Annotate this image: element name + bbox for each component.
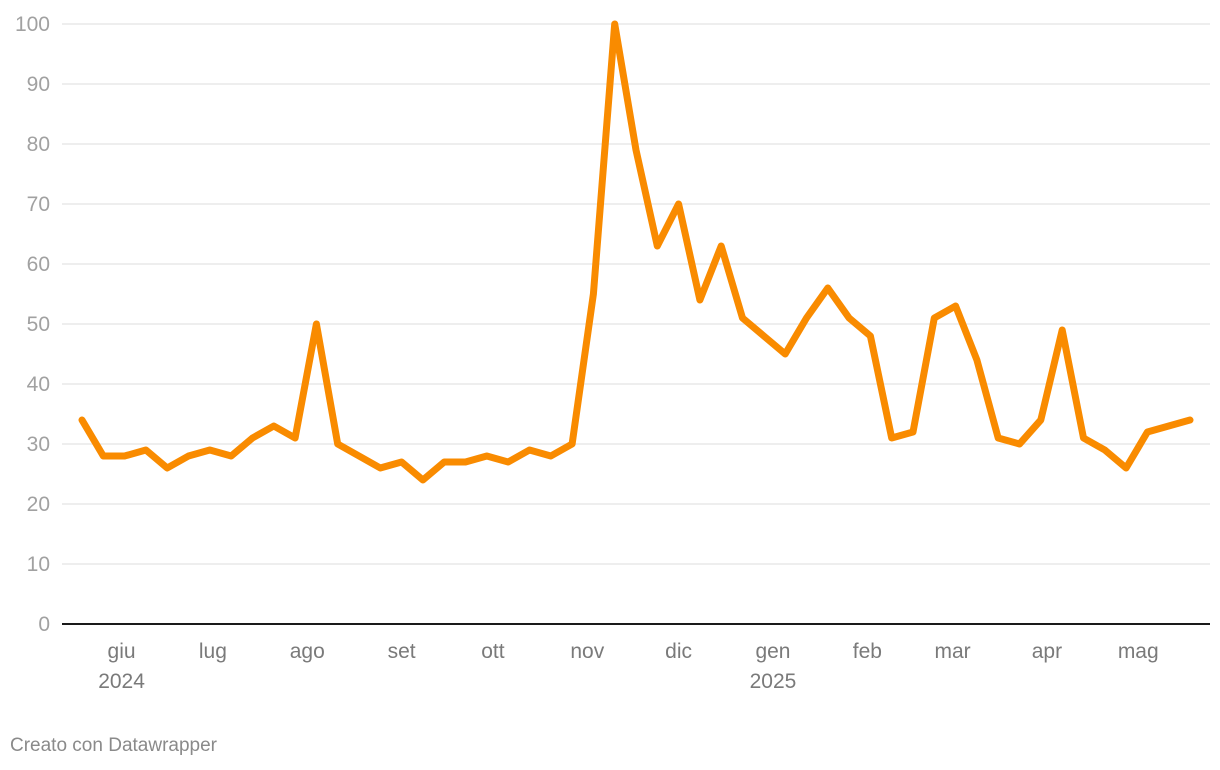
x-tick-year-label: 2025 [750, 670, 797, 693]
credit-text: Creato con Datawrapper [10, 735, 217, 756]
x-tick-label: feb [853, 640, 882, 663]
x-tick-label: giu [108, 640, 136, 663]
x-tick-label: gen [755, 640, 790, 663]
x-tick-label: mag [1118, 640, 1159, 663]
x-tick-label: set [388, 640, 416, 663]
y-tick-label: 50 [27, 313, 50, 336]
y-tick-label: 70 [27, 193, 50, 216]
x-tick-label: lug [199, 640, 227, 663]
gridlines [62, 23, 1210, 565]
x-tick-year-label: 2024 [98, 670, 145, 693]
x-tick-label: nov [570, 640, 604, 663]
x-tick-label: mar [934, 640, 970, 663]
y-tick-label: 100 [15, 13, 50, 36]
y-tick-label: 40 [27, 373, 50, 396]
y-tick-label: 0 [38, 613, 50, 636]
y-tick-label: 30 [27, 433, 50, 456]
series-line [78, 20, 1194, 484]
x-tick-label: ago [290, 640, 325, 663]
y-tick-label: 80 [27, 133, 50, 156]
x-tick-label: dic [665, 640, 692, 663]
y-tick-label: 60 [27, 253, 50, 276]
y-tick-label: 20 [27, 493, 50, 516]
x-tick-label: apr [1032, 640, 1062, 663]
x-tick-label: ott [481, 640, 505, 663]
y-tick-label: 90 [27, 73, 50, 96]
x-axis-labels: giu 2024 lug ago set ott nov dic gen 2025 feb mar ap… [98, 640, 1158, 693]
y-axis-labels: 0 10 20 30 40 50 60 70 80 90 100 [15, 13, 50, 636]
y-tick-label: 10 [27, 553, 50, 576]
series-layer [78, 20, 1194, 484]
line-chart: 0 10 20 30 40 50 60 70 80 90 100 giu 2024 lug ago set o… [15, 13, 1210, 693]
